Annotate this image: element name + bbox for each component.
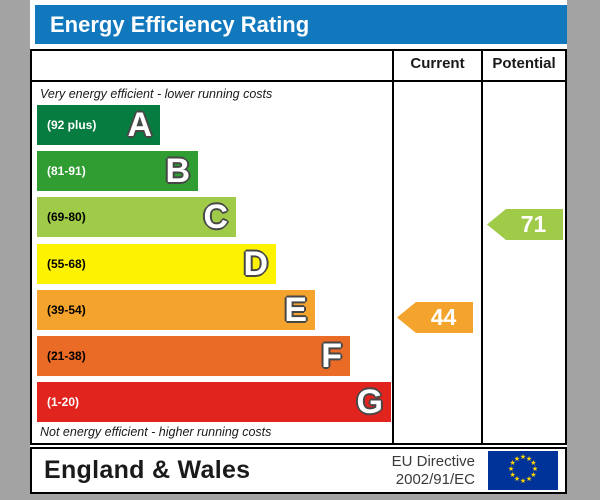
- current-column-header: Current: [410, 55, 465, 72]
- current-rating-value: 44: [430, 304, 457, 330]
- band-range-label: (92 plus): [47, 118, 97, 132]
- eu-directive-line1: EU Directive: [391, 453, 475, 470]
- rating-band-c: (69-80) C: [37, 197, 236, 237]
- eu-star: ★: [531, 466, 539, 473]
- potential-column-header: Potential: [492, 55, 556, 72]
- eu-star: ★: [525, 455, 533, 463]
- eu-star: ★: [513, 476, 521, 484]
- band-letter: G: [356, 383, 383, 421]
- potential-rating-arrow: 71: [487, 209, 563, 240]
- band-range-label: (1-20): [47, 395, 80, 409]
- eu-star: ★: [507, 466, 515, 473]
- eu-star: ★: [519, 454, 527, 461]
- page-title: Energy Efficiency Rating: [35, 5, 567, 44]
- band-letter: A: [127, 106, 152, 144]
- column-divider: [481, 51, 483, 443]
- band-range-label: (81-91): [47, 164, 86, 178]
- band-range-label: (21-38): [47, 349, 86, 363]
- eu-star: ★: [513, 455, 521, 463]
- rating-band-b: (81-91) B: [37, 151, 198, 191]
- band-letter: B: [165, 152, 190, 190]
- region-label: England & Wales: [44, 456, 251, 484]
- header-row-divider: [32, 80, 565, 82]
- band-range-label: (55-68): [47, 257, 86, 271]
- footer: England & Wales EU Directive 2002/91/EC …: [30, 447, 567, 494]
- potential-rating-value: 71: [520, 211, 547, 237]
- band-range-label: (69-80): [47, 210, 86, 224]
- eu-star: ★: [509, 472, 516, 479]
- eu-star: ★: [530, 472, 537, 479]
- rating-band-e: (39-54) E: [37, 290, 315, 330]
- eu-directive-line2: 2002/91/EC: [395, 471, 475, 488]
- rating-table: Current Potential Very energy efficient …: [30, 49, 567, 445]
- current-rating-arrow: 44: [397, 302, 473, 333]
- bottom-caption: Not energy efficient - higher running co…: [40, 425, 272, 439]
- eu-flag-icon: ★ ★ ★ ★ ★ ★ ★ ★ ★ ★ ★ ★: [488, 451, 558, 490]
- band-letter: C: [203, 198, 228, 236]
- eu-star: ★: [525, 476, 533, 484]
- eu-star: ★: [519, 478, 527, 485]
- column-divider: [392, 51, 394, 443]
- rating-band-d: (55-68) D: [37, 244, 276, 284]
- band-range-label: (39-54): [47, 303, 86, 317]
- eu-star: ★: [509, 460, 516, 467]
- rating-band-a: (92 plus) A: [37, 105, 160, 145]
- eu-star: ★: [530, 460, 537, 467]
- band-letter: E: [284, 291, 307, 329]
- top-caption: Very energy efficient - lower running co…: [40, 87, 273, 101]
- band-letter: D: [243, 245, 268, 283]
- rating-band-g: (1-20) G: [37, 382, 391, 422]
- band-letter: F: [321, 337, 342, 375]
- rating-band-f: (21-38) F: [37, 336, 350, 376]
- eu-directive-label: EU Directive 2002/91/EC: [392, 453, 475, 489]
